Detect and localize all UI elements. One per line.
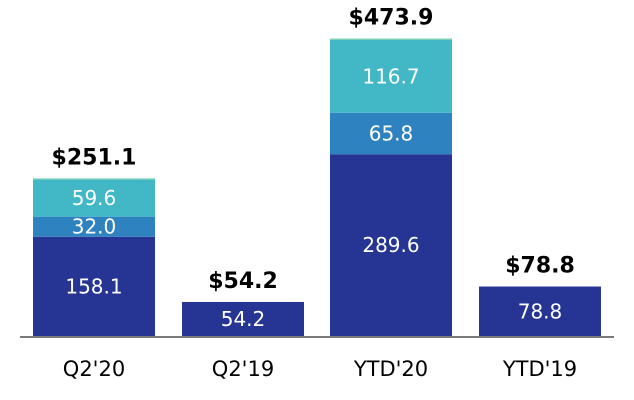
bar-segment xyxy=(330,154,452,336)
bar-segment xyxy=(33,179,155,217)
bar-segment xyxy=(330,38,452,40)
bar-segment xyxy=(330,39,452,113)
bar-segment xyxy=(33,178,155,180)
x-tick-label: YTD'19 xyxy=(502,357,577,381)
bars-group xyxy=(33,38,601,336)
bar-segment xyxy=(330,112,452,155)
bar-segment xyxy=(479,286,601,336)
x-tick-label: YTD'20 xyxy=(353,357,428,381)
x-tick-label: Q2'20 xyxy=(63,357,125,381)
bar-segment xyxy=(33,236,155,336)
segment-value-label: 54.2 xyxy=(221,307,266,331)
segment-value-label: 289.6 xyxy=(362,233,419,257)
segment-value-label: 32.0 xyxy=(72,215,117,239)
segment-value-label: 116.7 xyxy=(362,64,419,88)
x-tick-label: Q2'19 xyxy=(212,357,274,381)
segment-value-label: 59.6 xyxy=(72,186,117,210)
category-labels-group: Q2'20 Q2'19 YTD'20 YTD'19 xyxy=(63,357,577,381)
segment-value-label: 65.8 xyxy=(369,122,414,146)
bar-total-label: $54.2 xyxy=(208,269,278,294)
bar-segment xyxy=(33,216,155,237)
segment-labels-group: 158.1 32.0 59.6 54.2 289.6 65.8 116.7 78.8 xyxy=(65,64,562,331)
segment-value-label: 78.8 xyxy=(518,299,563,323)
bar-total-label: $251.1 xyxy=(52,145,137,170)
total-labels-group: $251.1 $54.2 $473.9 $78.8 xyxy=(52,6,575,294)
segment-value-label: 158.1 xyxy=(65,274,122,298)
bar-total-label: $78.8 xyxy=(505,254,575,279)
bar-total-label: $473.9 xyxy=(349,6,434,31)
bar-segment xyxy=(182,301,304,336)
